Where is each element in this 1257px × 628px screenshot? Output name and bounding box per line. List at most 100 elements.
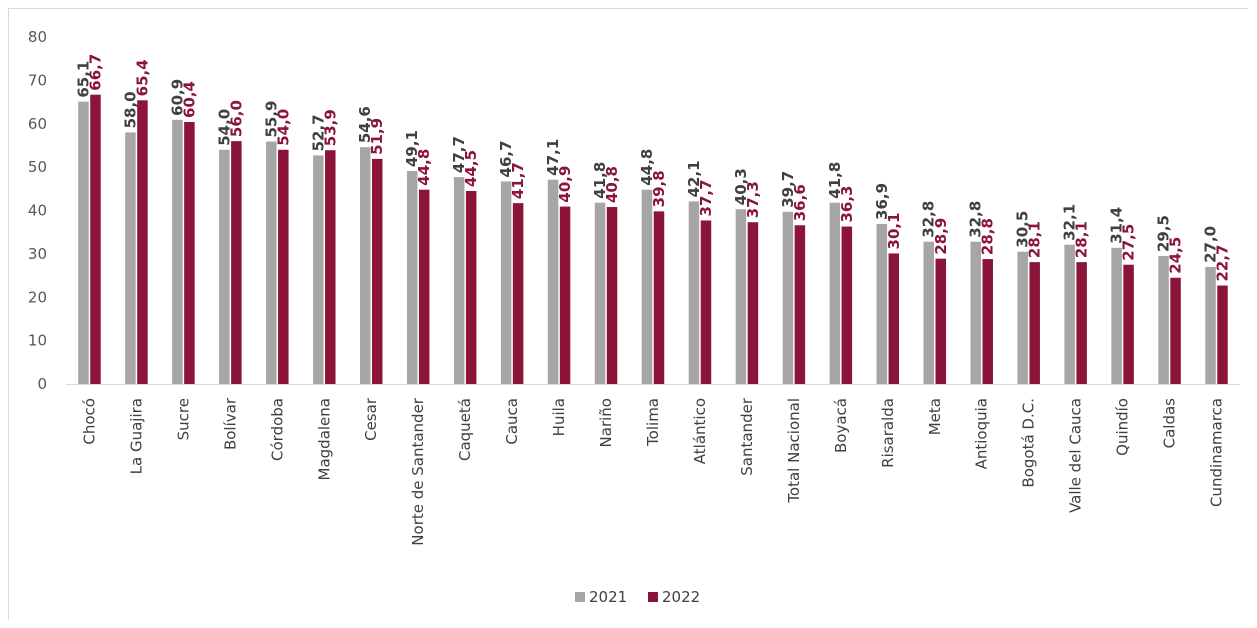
legend-swatch-2021 — [575, 592, 585, 602]
bar-2021 — [970, 241, 981, 384]
x-tick-label: Caquetá — [456, 398, 474, 461]
bar-2021 — [735, 209, 747, 384]
bar-2021 — [1111, 247, 1122, 384]
bar-2021 — [500, 181, 512, 384]
bar-2022 — [935, 258, 947, 384]
y-tick-label: 20 — [28, 288, 47, 306]
x-tick-label: Norte de Santander — [409, 397, 427, 546]
data-label-2022: 54,0 — [274, 109, 292, 146]
bar-2021 — [829, 202, 841, 384]
x-tick-label: Córdoba — [268, 398, 286, 461]
bar-2021 — [547, 179, 559, 384]
data-label-2022: 37,7 — [697, 179, 715, 216]
data-label-2022: 65,4 — [133, 59, 151, 96]
x-tick-label: Valle del Cauca — [1067, 398, 1085, 513]
data-label-2022: 22,7 — [1214, 245, 1232, 282]
bar-2022 — [888, 253, 900, 384]
x-tick-label: Cesar — [362, 397, 380, 441]
bar-2021 — [923, 241, 935, 384]
x-tick-label: Sucre — [174, 398, 192, 440]
x-tick-label: Tolima — [644, 398, 662, 447]
x-tick-label: Nariño — [597, 398, 615, 447]
data-label-2022: 56,0 — [227, 100, 245, 137]
y-tick-label: 80 — [28, 28, 47, 46]
bar-2021 — [876, 223, 888, 384]
bar-2021 — [172, 119, 183, 384]
bar-2022 — [1170, 277, 1181, 384]
bar-2022 — [1076, 262, 1087, 384]
data-label-2022: 40,8 — [603, 166, 621, 203]
x-tick-label: Cundinamarca — [1208, 398, 1226, 507]
x-tick-label: Total Nacional — [785, 398, 803, 504]
bar-2022 — [606, 207, 618, 384]
bar-2022 — [653, 211, 665, 384]
data-label-2022: 28,1 — [1026, 221, 1044, 258]
bar-2022 — [278, 149, 289, 384]
bar-2021 — [78, 101, 89, 384]
data-label-2021: 30,5 — [1014, 211, 1032, 248]
data-label-2022: 53,9 — [321, 109, 339, 146]
y-tick-label: 30 — [28, 245, 47, 263]
data-label-2021: 55,9 — [262, 101, 280, 138]
data-label-2021: 39,7 — [779, 171, 797, 208]
y-tick-label: 50 — [28, 158, 47, 176]
data-label-2022: 39,8 — [650, 170, 668, 207]
x-tick-label: Magdalena — [315, 398, 333, 480]
bar-2022 — [512, 203, 524, 384]
y-tick-label: 0 — [37, 375, 47, 393]
data-label-2021: 36,9 — [873, 183, 891, 220]
legend-label-2022: 2022 — [662, 588, 700, 606]
data-label-2022: 60,4 — [180, 81, 198, 118]
legend-swatch-2022 — [648, 592, 658, 602]
data-label-2022: 37,3 — [744, 181, 762, 218]
x-tick-label: La Guajira — [127, 398, 145, 474]
bar-2021 — [782, 211, 794, 384]
x-tick-label: Meta — [926, 398, 944, 435]
x-tick-label: Risaralda — [879, 398, 897, 468]
data-label-2022: 36,6 — [791, 184, 809, 221]
x-tick-label: Santander — [738, 397, 756, 476]
bar-2021 — [406, 171, 418, 384]
legend-label-2021: 2021 — [589, 588, 627, 606]
x-tick-label: Atlántico — [691, 398, 709, 464]
data-label-2022: 40,9 — [556, 166, 574, 203]
data-label-2021: 52,7 — [309, 114, 327, 151]
y-tick-label: 40 — [28, 202, 47, 220]
x-tick-label: Caldas — [1161, 398, 1179, 449]
data-label-2022: 66,7 — [86, 54, 104, 91]
bar-2022 — [371, 158, 383, 384]
bar-2021 — [453, 177, 465, 384]
bar-2022 — [700, 220, 712, 384]
data-label-2022: 28,1 — [1073, 221, 1091, 258]
data-label-2021: 40,3 — [732, 168, 750, 205]
data-label-2021: 65,1 — [74, 61, 92, 98]
data-label-2021: 54,6 — [356, 106, 374, 143]
bar-2021 — [266, 141, 277, 384]
x-tick-label: Bolívar — [221, 397, 239, 450]
bar-2021 — [1205, 266, 1216, 384]
data-label-2022: 44,5 — [462, 150, 480, 187]
bar-2021 — [641, 189, 653, 384]
data-label-2021: 47,7 — [450, 136, 468, 173]
x-tick-label: Bogotá D.C. — [1020, 398, 1038, 488]
data-label-2022: 44,8 — [415, 149, 433, 186]
y-tick-label: 70 — [28, 71, 47, 89]
bar-2022 — [137, 100, 148, 384]
data-label-2021: 44,8 — [638, 149, 656, 186]
data-label-2021: 29,5 — [1155, 215, 1173, 252]
x-tick-label: Boyacá — [832, 398, 850, 453]
data-label-2022: 27,5 — [1120, 224, 1138, 261]
data-label-2022: 24,5 — [1167, 237, 1185, 274]
data-label-2021: 47,1 — [544, 139, 562, 176]
data-label-2022: 41,7 — [509, 162, 527, 199]
bar-2022 — [90, 94, 101, 384]
bar-2022 — [1217, 285, 1228, 384]
y-tick-label: 60 — [28, 115, 47, 133]
bar-2022 — [325, 150, 336, 384]
data-label-2021: 31,4 — [1108, 207, 1126, 244]
bar-2022 — [1029, 262, 1040, 384]
data-label-2021: 42,1 — [685, 160, 703, 197]
bar-2021 — [1064, 244, 1075, 384]
data-label-2022: 30,1 — [885, 212, 903, 249]
